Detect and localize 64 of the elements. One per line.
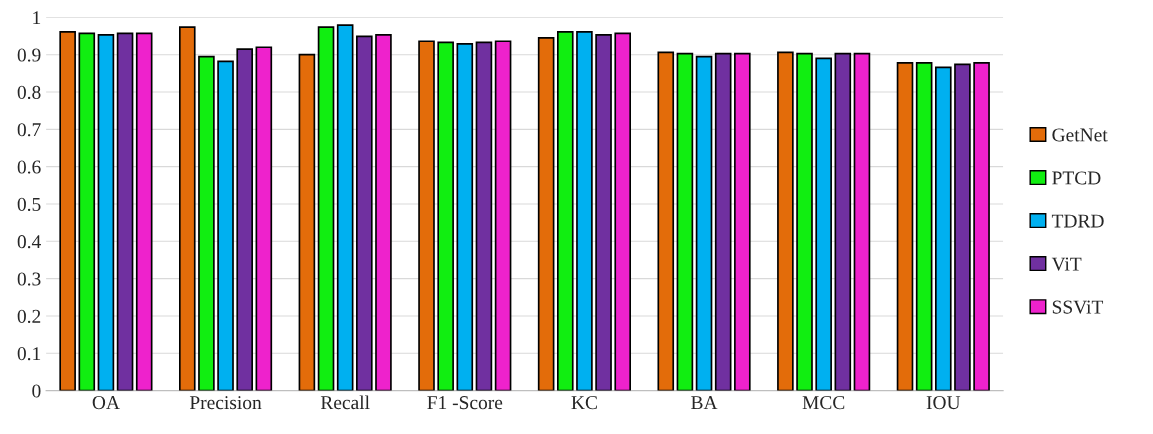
bar (676, 52, 694, 391)
y-tick-label: 0 (32, 384, 41, 398)
bar (934, 66, 952, 391)
legend-label: PTCD (1052, 171, 1101, 185)
bar (896, 62, 914, 391)
bar (853, 52, 871, 391)
bar (336, 24, 354, 391)
y-tick-label: 0.5 (17, 197, 41, 211)
bar (494, 40, 512, 391)
bar (475, 41, 493, 391)
bar (954, 63, 971, 391)
bar (834, 52, 852, 391)
x-tick-label: Recall (320, 395, 370, 410)
bar (317, 26, 335, 391)
bar (135, 32, 153, 391)
bar (537, 37, 555, 391)
bar (236, 48, 253, 391)
x-tick-label: OA (92, 396, 120, 410)
legend-label: ViT (1051, 257, 1082, 271)
bar (198, 55, 215, 391)
bar (915, 62, 933, 391)
x-tick-label: Precision (189, 396, 262, 410)
x-tick-label: MCC (802, 396, 845, 410)
y-tick-label: 0.6 (17, 160, 41, 174)
y-tick-label: 0.7 (17, 123, 41, 137)
bar (614, 32, 632, 391)
y-tick-label: 0.2 (17, 309, 41, 323)
bar (456, 43, 474, 391)
bar (116, 32, 134, 391)
bar (657, 51, 675, 391)
bar (356, 35, 373, 391)
y-tick-label: 0.3 (17, 272, 41, 286)
bar (178, 26, 196, 391)
bar (595, 34, 612, 391)
legend-label: GetNet (1052, 128, 1108, 142)
bar (217, 60, 234, 391)
bar (777, 51, 794, 391)
x-tick-label: IOU (926, 396, 961, 410)
bar (375, 34, 392, 391)
x-tick-label: BA (691, 396, 718, 410)
bar (734, 52, 751, 391)
bar (418, 40, 435, 391)
y-tick-label: 0.9 (17, 48, 41, 62)
bar (437, 41, 454, 391)
x-tick-label: F1 -Score (427, 396, 503, 410)
bar (78, 32, 96, 391)
bar (255, 46, 273, 391)
y-tick-label: 1 (33, 11, 41, 25)
y-tick-label: 0.1 (17, 347, 41, 361)
bar (973, 62, 990, 391)
bar (815, 57, 832, 391)
x-tick-label: KC (571, 396, 597, 410)
legend-label: TDRD (1051, 214, 1104, 228)
y-tick-label: 0.8 (17, 85, 41, 100)
bar (298, 53, 316, 391)
bar (97, 34, 115, 391)
bar (556, 31, 574, 391)
legend-label: SSViT (1052, 300, 1104, 314)
bar (796, 52, 813, 391)
bar (59, 31, 76, 391)
bar (714, 52, 732, 391)
y-tick-label: 0.4 (17, 235, 41, 249)
bar (695, 55, 713, 391)
bar (576, 31, 593, 391)
